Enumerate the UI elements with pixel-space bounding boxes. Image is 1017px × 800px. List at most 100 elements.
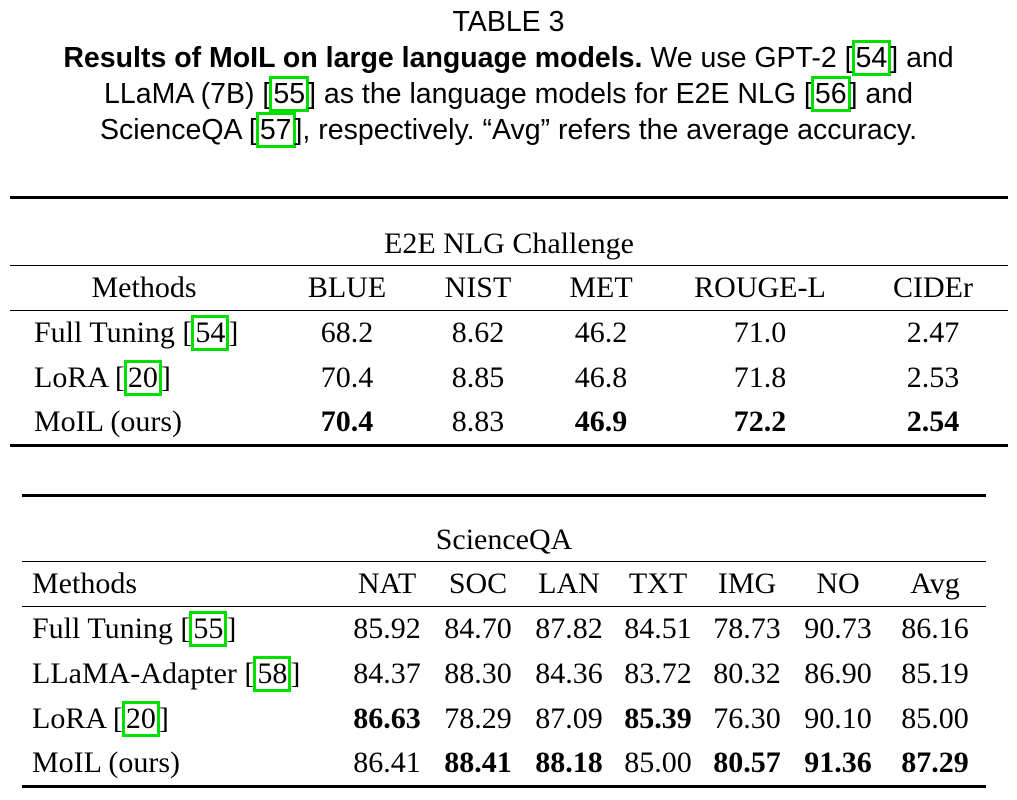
scienceqa-table: ScienceQA Methods NAT SOC LAN TXT IMG NO… <box>22 494 986 788</box>
table-row: MoIL (ours) 86.41 88.41 88.18 85.00 80.5… <box>22 742 986 787</box>
value-cell: 87.82 <box>535 612 603 646</box>
bracket: ] <box>158 702 169 735</box>
value-cell: 84.70 <box>444 612 512 646</box>
header-row: Methods BLUE NIST MET ROUGE-L CIDEr <box>10 265 1008 311</box>
bracket: ] <box>290 657 301 690</box>
table-row: Full Tuning [55] 85.92 84.70 87.82 84.51… <box>22 607 986 652</box>
value-cell: 71.0 <box>733 316 787 350</box>
value-cell-best: 85.39 <box>624 702 692 735</box>
table-row: LoRA [20] 86.63 78.29 87.09 85.39 76.30 … <box>22 697 986 742</box>
caption-text: ScienceQA [ <box>99 114 257 146</box>
value-cell-best: 91.36 <box>804 746 872 780</box>
value-cell: 70.4 <box>320 361 374 394</box>
column-header: NAT <box>342 561 432 607</box>
value-cell-best: 88.18 <box>535 746 603 780</box>
value-cell: 8.85 <box>451 361 505 394</box>
caption-text: ] and <box>890 42 954 74</box>
citation-link-54[interactable]: 54 <box>851 40 892 76</box>
method-name: LoRA [ <box>34 361 125 394</box>
value-cell: 90.10 <box>804 702 872 735</box>
value-cell: 78.73 <box>713 612 781 646</box>
method-cell: LoRA [20] <box>10 356 278 401</box>
column-header: CIDEr <box>858 265 1008 311</box>
citation-link-57[interactable]: 57 <box>255 112 296 148</box>
citation-link-54[interactable]: 54 <box>191 315 230 352</box>
method-cell: Full Tuning [54] <box>10 311 278 356</box>
method-name: Full Tuning [ <box>34 316 193 350</box>
table-label: TABLE 3 <box>452 6 565 38</box>
value-cell: 78.29 <box>444 702 512 735</box>
citation-link-20[interactable]: 20 <box>123 360 162 396</box>
citation-link-56[interactable]: 56 <box>810 76 851 112</box>
value-cell: 88.30 <box>444 657 512 690</box>
value-cell: 86.16 <box>901 612 969 646</box>
value-cell-best: 46.9 <box>574 405 628 439</box>
citation-link-20[interactable]: 20 <box>121 701 160 737</box>
value-cell-best: 88.41 <box>444 746 512 780</box>
value-cell: 85.19 <box>901 657 969 690</box>
column-header: MET <box>540 265 662 311</box>
header-row: Methods NAT SOC LAN TXT IMG NO Avg <box>22 561 986 607</box>
caption-text: We use GPT-2 [ <box>642 42 853 74</box>
value-cell: 76.30 <box>713 702 781 735</box>
value-cell-best: 70.4 <box>320 405 374 439</box>
value-cell: 80.32 <box>713 657 781 690</box>
column-header: IMG <box>702 561 792 607</box>
value-cell: 46.8 <box>574 361 628 394</box>
table-title: E2E NLG Challenge <box>10 197 1008 266</box>
method-cell: Full Tuning [55] <box>22 607 342 652</box>
citation-link-58[interactable]: 58 <box>253 656 292 692</box>
table-row: LLaMA-Adapter [58] 84.37 88.30 84.36 83.… <box>22 652 986 697</box>
value-cell: 46.2 <box>574 316 628 350</box>
value-cell-best: 86.63 <box>353 702 421 735</box>
value-cell: 8.62 <box>451 316 505 350</box>
caption-text: ], respectively. “Avg” refers the averag… <box>294 114 918 146</box>
value-cell: 85.00 <box>624 746 692 780</box>
bracket: ] <box>160 361 171 394</box>
column-header: TXT <box>614 561 702 607</box>
value-cell: 86.41 <box>353 746 421 780</box>
column-header: Avg <box>884 561 986 607</box>
caption-line-2: LLaMA (7B) [55] as the language models f… <box>0 76 1017 112</box>
value-cell: 83.72 <box>624 657 692 690</box>
value-cell: 87.09 <box>535 702 603 735</box>
method-cell: LLaMA-Adapter [58] <box>22 652 342 697</box>
e2e-nlg-table: E2E NLG Challenge Methods BLUE NIST MET … <box>10 196 1008 447</box>
column-header: Methods <box>10 265 278 311</box>
value-cell: 85.00 <box>901 702 969 735</box>
citation-link-55[interactable]: 55 <box>269 76 310 112</box>
table-row: Full Tuning [54] 68.2 8.62 46.2 71.0 2.4… <box>10 311 1008 356</box>
value-cell: 2.53 <box>906 361 960 394</box>
value-cell-best: 2.54 <box>906 405 960 439</box>
value-cell: 8.83 <box>451 405 505 439</box>
caption-text: ] as the language models for E2E NLG [ <box>308 78 812 110</box>
column-header: NO <box>792 561 884 607</box>
caption-line-1: Results of MoIL on large language models… <box>0 40 1017 76</box>
column-header: NIST <box>416 265 540 311</box>
table-title-row: ScienceQA <box>22 495 986 562</box>
method-cell: MoIL (ours) <box>34 405 183 439</box>
caption-text: LLaMA (7B) [ <box>104 78 271 110</box>
value-cell: 68.2 <box>320 316 374 350</box>
value-cell: 84.51 <box>624 612 692 646</box>
column-header: ROUGE-L <box>662 265 858 311</box>
method-name: Full Tuning [ <box>32 612 191 646</box>
value-cell: 86.90 <box>804 657 872 690</box>
method-cell: LoRA [20] <box>22 697 342 742</box>
table-title-row: E2E NLG Challenge <box>10 197 1008 266</box>
value-cell: 84.36 <box>535 657 603 690</box>
column-header: BLUE <box>278 265 416 311</box>
table-row: MoIL (ours) 70.4 8.83 46.9 72.2 2.54 <box>10 401 1008 446</box>
bracket: ] <box>226 612 237 646</box>
column-header: Methods <box>22 561 342 607</box>
value-cell: 2.47 <box>906 316 960 350</box>
value-cell: 85.92 <box>353 612 421 646</box>
bracket: ] <box>228 316 239 350</box>
value-cell-best: 87.29 <box>901 746 969 780</box>
column-header: SOC <box>432 561 524 607</box>
citation-link-55[interactable]: 55 <box>189 611 228 648</box>
method-name: LoRA [ <box>32 702 123 735</box>
value-cell: 84.37 <box>353 657 421 690</box>
method-name: LLaMA-Adapter [ <box>32 657 255 690</box>
method-cell: MoIL (ours) <box>32 746 181 780</box>
